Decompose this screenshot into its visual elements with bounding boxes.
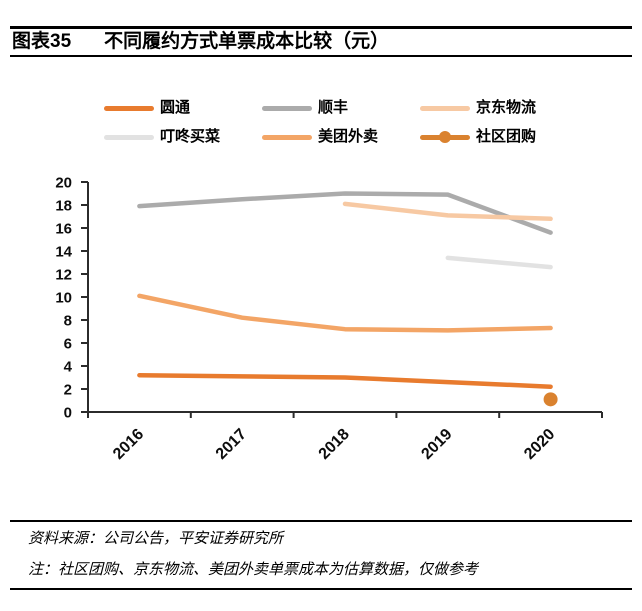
legend-line-swatch bbox=[104, 134, 154, 140]
figure-title-row: 图表35 不同履约方式单票成本比较（元） bbox=[12, 30, 630, 54]
cost-comparison-line-chart: 0 2 4 6 8 10 12 14 16 18 20 2016 2017 2018 2019 2020 bbox=[55, 174, 603, 463]
legend-line-swatch bbox=[104, 105, 154, 111]
legend-item-顺丰: 顺丰 bbox=[262, 99, 380, 117]
legend-item-社区团购: 社区团购 bbox=[420, 128, 538, 146]
x-tick-label: 2020 bbox=[521, 426, 558, 463]
legend-item-京东物流: 京东物流 bbox=[420, 99, 538, 117]
legend-item-叮咚买菜: 叮咚买菜 bbox=[104, 128, 222, 146]
estimate-note: 注：社区团购、京东物流、美团外卖单票成本为估算数据，仅做参考 bbox=[28, 561, 479, 578]
figure-title: 不同履约方式单票成本比较（元） bbox=[104, 31, 390, 52]
title-bottom-rule bbox=[10, 55, 632, 57]
y-tick-label: 18 bbox=[55, 197, 72, 214]
series-line-顺丰 bbox=[137, 191, 553, 235]
legend: 圆通 顺丰 京东物流叮咚买菜 美团外卖 社区团购 bbox=[0, 99, 642, 146]
legend-item-圆通: 圆通 bbox=[104, 99, 222, 117]
legend-label: 圆通 bbox=[160, 99, 191, 116]
x-tick-label: 2019 bbox=[418, 426, 455, 463]
title-top-rule bbox=[10, 26, 632, 29]
series-line-叮咚买菜 bbox=[445, 255, 553, 270]
legend-label: 顺丰 bbox=[318, 99, 349, 116]
y-tick-label: 6 bbox=[64, 335, 72, 352]
series-line-圆通 bbox=[137, 372, 553, 389]
series-line-美团外卖 bbox=[137, 293, 553, 333]
legend-label: 美团外卖 bbox=[318, 128, 379, 145]
x-tick-label: 2017 bbox=[213, 426, 250, 463]
legend-line-swatch bbox=[420, 105, 470, 111]
y-tick-label: 8 bbox=[64, 312, 72, 329]
y-tick-label: 0 bbox=[64, 404, 72, 421]
legend-marker-dot bbox=[439, 131, 451, 143]
legend-line-swatch bbox=[420, 131, 470, 143]
footer-bottom-rule bbox=[10, 588, 632, 590]
y-tick-label: 16 bbox=[55, 220, 72, 237]
y-tick-label: 4 bbox=[64, 358, 73, 375]
y-tick-label: 12 bbox=[55, 266, 72, 283]
legend-label: 京东物流 bbox=[476, 99, 537, 116]
y-tick-label: 20 bbox=[55, 174, 72, 191]
x-tick-label: 2018 bbox=[316, 426, 353, 463]
legend-line-swatch bbox=[262, 134, 312, 140]
y-tick-label: 2 bbox=[64, 381, 72, 398]
legend-item-美团外卖: 美团外卖 bbox=[262, 128, 380, 146]
source-note: 资料来源：公司公告，平安证券研究所 bbox=[28, 530, 284, 547]
legend-line-swatch bbox=[262, 105, 312, 111]
figure-label: 图表35 bbox=[12, 31, 72, 52]
footer-top-rule bbox=[10, 520, 632, 522]
x-tick-label: 2016 bbox=[110, 426, 147, 463]
series-line-京东物流 bbox=[342, 201, 553, 222]
y-tick-label: 14 bbox=[55, 243, 72, 260]
legend-label: 社区团购 bbox=[476, 128, 537, 145]
y-tick-label: 10 bbox=[55, 289, 72, 306]
legend-label: 叮咚买菜 bbox=[160, 128, 221, 145]
series-point-社区团购 bbox=[543, 392, 558, 407]
